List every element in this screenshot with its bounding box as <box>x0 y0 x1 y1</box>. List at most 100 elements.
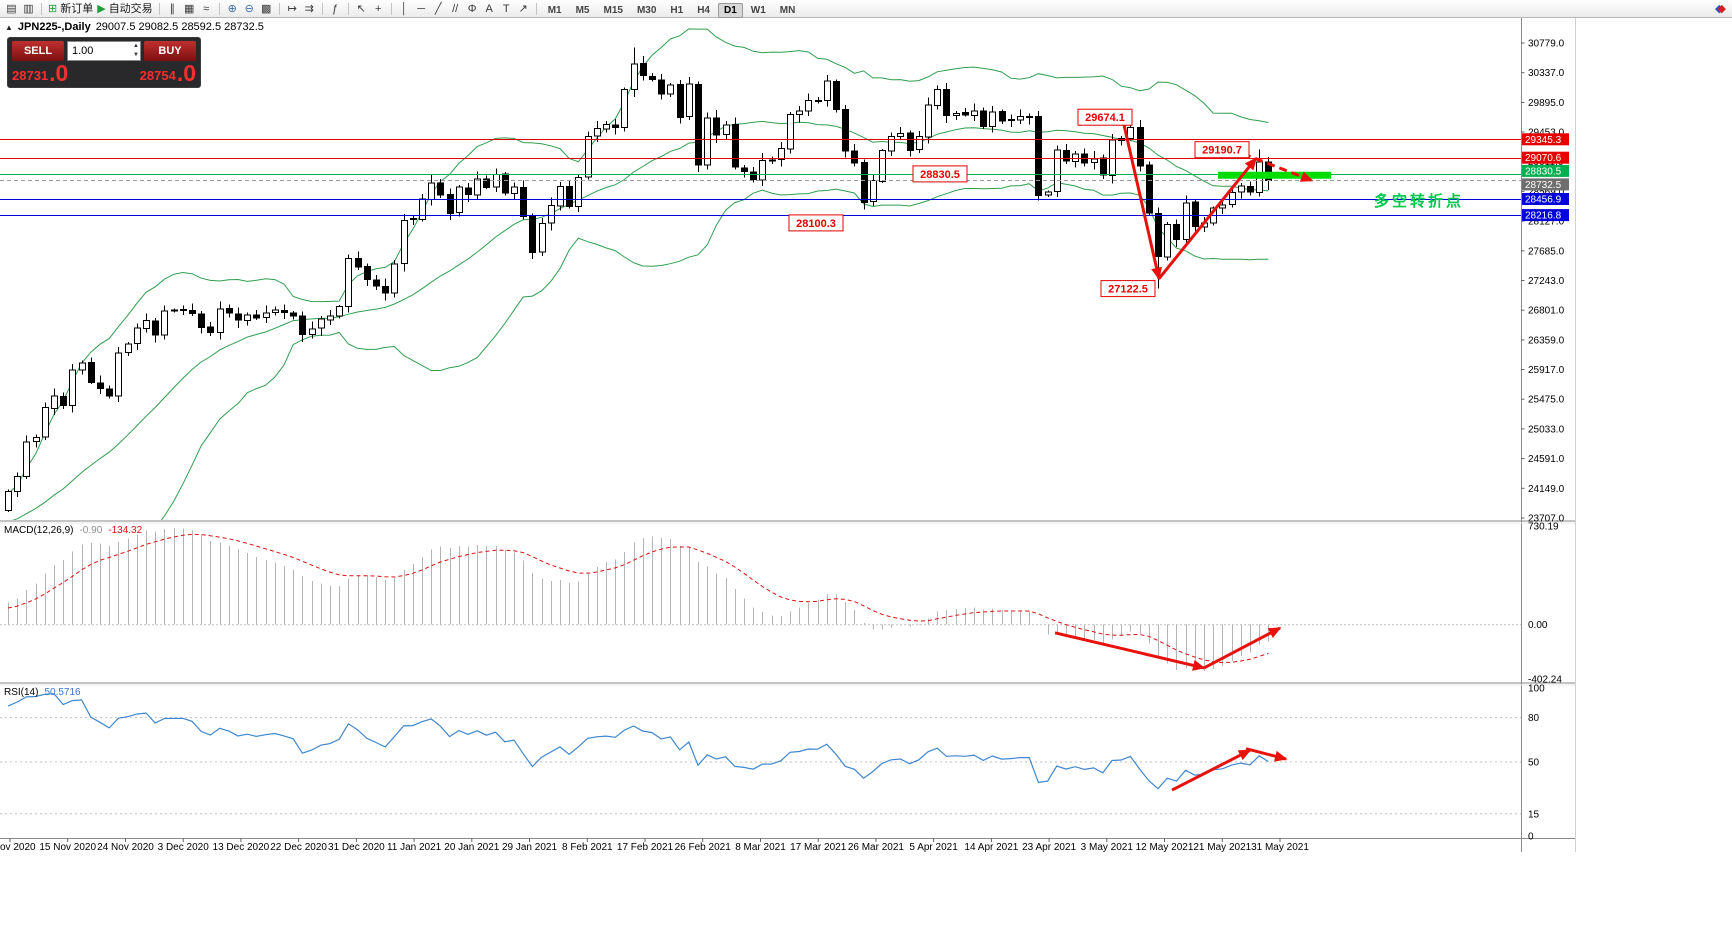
bar-chart-icon[interactable]: ∥ <box>169 2 175 15</box>
toolbar-separator <box>535 2 537 15</box>
x-axis-label: 31 May 2021 <box>1251 842 1309 853</box>
trend-arrow[interactable] <box>1157 157 1258 280</box>
svg-text:28216.8: 28216.8 <box>1525 211 1562 222</box>
x-axis-label: 3 May 2021 <box>1081 842 1134 853</box>
timeframe-w1-button[interactable]: W1 <box>750 4 766 16</box>
zoom-out-icon[interactable]: ⊖ <box>244 2 254 15</box>
macd-indicator-label: MACD(12,26,9) -0.90 -134.32 <box>4 525 142 536</box>
collapse-trade-panel-icon[interactable]: ▲ <box>5 22 13 32</box>
candle <box>355 251 362 270</box>
profiles-icon[interactable]: ▥ <box>23 2 34 15</box>
price-label-box[interactable]: 28830.5 <box>912 165 968 183</box>
price-label-box[interactable]: 29674.1 <box>1077 108 1133 126</box>
x-axis-label: 23 Apr 2021 <box>1022 842 1076 853</box>
volume-decrease-button[interactable]: ▼ <box>133 52 139 58</box>
bollinger-upper-band <box>7 28 1269 494</box>
trendline-icon[interactable]: ╱ <box>434 2 442 15</box>
timeframe-mn-button[interactable]: MN <box>779 4 796 16</box>
auto-scroll-icon[interactable]: ↦ <box>287 2 297 15</box>
arrows-icon[interactable]: ↗ <box>518 2 528 15</box>
autotrading-button[interactable]: ▶ 自动交易 <box>95 1 154 17</box>
svg-text:29190.7: 29190.7 <box>1202 145 1242 157</box>
zoom-in-icon[interactable]: ⊕ <box>227 2 237 15</box>
candle <box>980 107 987 129</box>
new-order-button[interactable]: ⊞ 新订单 <box>46 1 95 17</box>
candle <box>171 308 178 313</box>
rsi-name: RSI(14) <box>4 687 39 698</box>
rsi-scale-label: 15 <box>1528 809 1540 820</box>
macd-arrow[interactable] <box>1054 631 1206 671</box>
price-label-box[interactable]: 27122.5 <box>1100 280 1156 298</box>
candle <box>925 97 932 144</box>
macd-panel <box>0 528 1521 672</box>
rsi-arrow[interactable] <box>1171 748 1252 792</box>
label-icon[interactable]: T <box>502 2 510 15</box>
candle <box>1137 119 1144 172</box>
trend-arrow[interactable] <box>1122 124 1162 281</box>
macd-scale-label: 730.19 <box>1528 522 1559 533</box>
x-axis-label: 8 Feb 2021 <box>562 842 613 853</box>
macd-arrow[interactable] <box>1203 626 1282 670</box>
candle <box>851 143 858 167</box>
crosshair-icon[interactable]: + <box>374 2 382 15</box>
candle <box>33 434 40 448</box>
candle <box>51 388 58 416</box>
text-icon[interactable]: A <box>485 2 493 15</box>
candle <box>621 87 628 132</box>
mt4-logo-icon: ◆ ◆ <box>1715 2 1726 15</box>
candle <box>888 132 895 157</box>
candle <box>989 106 996 133</box>
x-axis-label: 31 Dec 2020 <box>328 842 385 853</box>
toolbar-separator <box>278 2 280 15</box>
buy-price[interactable]: 28754 .0 <box>139 60 196 86</box>
x-axis-label: 12 May 2021 <box>1136 842 1194 853</box>
price-label-box[interactable]: 29190.7 <box>1194 141 1250 159</box>
timeframe-d1-button[interactable]: D1 <box>718 2 743 18</box>
candle <box>143 313 150 333</box>
timeframe-m5-button[interactable]: M5 <box>575 4 590 16</box>
price-badge: 28456.9 <box>1522 193 1569 206</box>
candle <box>1219 200 1226 214</box>
volume-input[interactable]: 1.00 ▲ ▼ <box>67 41 141 61</box>
cursor-icon[interactable]: ↖ <box>356 2 366 15</box>
rsi-indicator-label: RSI(14) 50.5716 <box>4 687 81 698</box>
x-axis-label: 20 Jan 2021 <box>444 842 499 853</box>
candle <box>1173 219 1180 247</box>
candle <box>253 309 260 320</box>
toolbar-separator <box>347 2 349 15</box>
x-axis-label: 13 Dec 2020 <box>213 842 270 853</box>
candle <box>272 306 279 316</box>
channel-icon[interactable]: // <box>452 2 459 15</box>
line-chart-icon[interactable]: ≈ <box>203 2 210 15</box>
buy-button[interactable]: BUY <box>144 41 196 61</box>
horizontal-line-icon[interactable]: ─ <box>417 2 426 15</box>
price-label-box[interactable]: 28100.3 <box>788 214 844 232</box>
candle <box>585 131 592 180</box>
timeframe-m30-button[interactable]: M30 <box>636 4 657 16</box>
timeframe-h4-button[interactable]: H4 <box>697 4 710 16</box>
grid-icon[interactable]: ▩ <box>260 2 272 15</box>
candle <box>1008 114 1015 127</box>
timeframe-h1-button[interactable]: H1 <box>670 4 684 16</box>
candle <box>1118 135 1125 146</box>
chart-shift-icon[interactable]: ⇉ <box>304 2 314 15</box>
vertical-line-icon[interactable]: │ <box>400 2 408 15</box>
candle <box>999 109 1006 125</box>
new-chart-icon[interactable]: ▤ <box>6 2 17 15</box>
candlestick-chart-icon[interactable]: ▦ <box>183 2 195 15</box>
sell-button[interactable]: SELL <box>12 41 64 61</box>
rsi-arrow[interactable] <box>1245 747 1288 762</box>
timeframe-m15-button[interactable]: M15 <box>603 4 623 16</box>
candle <box>327 310 334 325</box>
y-axis-label: 28569.0 <box>1528 187 1565 198</box>
timeframe-m1-button[interactable]: M1 <box>547 4 562 16</box>
candle <box>1164 222 1171 261</box>
fibonacci-icon[interactable]: Φ <box>467 2 477 15</box>
candle <box>897 126 904 140</box>
indicators-icon[interactable]: ƒ <box>332 2 339 15</box>
candle <box>769 156 776 164</box>
sell-price[interactable]: 28731 .0 <box>12 60 69 86</box>
volume-increase-button[interactable]: ▲ <box>133 43 139 49</box>
